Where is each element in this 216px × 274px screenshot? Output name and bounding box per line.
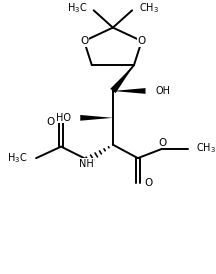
Text: CH$_3$: CH$_3$ <box>139 2 159 15</box>
Text: OH: OH <box>155 86 170 96</box>
Text: H$_3$C: H$_3$C <box>67 2 87 15</box>
Text: O: O <box>138 36 146 46</box>
Polygon shape <box>110 65 134 93</box>
Text: HO: HO <box>56 113 71 123</box>
Text: CH$_3$: CH$_3$ <box>196 142 216 155</box>
Text: NH: NH <box>79 159 93 169</box>
Polygon shape <box>113 88 146 94</box>
Text: O: O <box>159 138 167 148</box>
Text: H$_3$C: H$_3$C <box>7 151 27 165</box>
Text: O: O <box>145 178 153 188</box>
Polygon shape <box>80 115 113 121</box>
Text: O: O <box>46 117 54 127</box>
Text: O: O <box>80 36 88 46</box>
